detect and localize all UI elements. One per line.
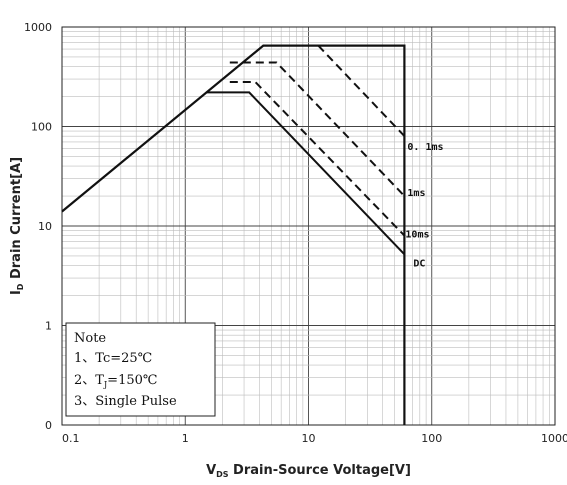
curves	[61, 44, 406, 425]
note-item-2: 2、TJ=150℃	[74, 373, 157, 389]
y-tick-label: 100	[31, 121, 52, 134]
curve-label-1ms: 1ms	[407, 188, 425, 199]
note-box: Note 1、Tc=25℃ 2、TJ=150℃ 3、Single Pulse	[65, 322, 216, 417]
series-line-dc	[207, 91, 406, 255]
y-axis-label: ID Drain Current[A]	[9, 157, 25, 295]
x-tick-label: 0.1	[62, 432, 80, 445]
y-tick-label: 1	[45, 320, 52, 333]
x-tick-label: 1000	[541, 432, 567, 445]
curve-label-10ms: 10ms	[405, 230, 429, 241]
y-tick-label: 0	[45, 419, 52, 432]
x-axis-label: VDS Drain-Source Voltage[V]	[206, 463, 411, 479]
curve-label-01ms: 0. 1ms	[407, 142, 443, 153]
tick-labels: 0.1 1 10 100 1000 0 1 10 100 1000	[24, 21, 567, 445]
y-tick-label: 10	[38, 220, 52, 233]
series-line-1ms	[229, 61, 406, 197]
x-tick-label: 10	[302, 432, 316, 445]
x-tick-label: 100	[421, 432, 442, 445]
plot-border	[61, 26, 556, 426]
note-item-1: 1、Tc=25℃	[74, 351, 152, 366]
series-line-01ms	[317, 44, 406, 137]
y-tick-label: 1000	[24, 21, 52, 34]
curve-label-dc: DC	[413, 258, 425, 269]
note-title: Note	[74, 331, 106, 346]
note-item-3: 3、Single Pulse	[74, 394, 177, 409]
curve-labels: 0. 1ms 1ms 10ms DC	[405, 142, 443, 269]
x-tick-label: 1	[182, 432, 189, 445]
